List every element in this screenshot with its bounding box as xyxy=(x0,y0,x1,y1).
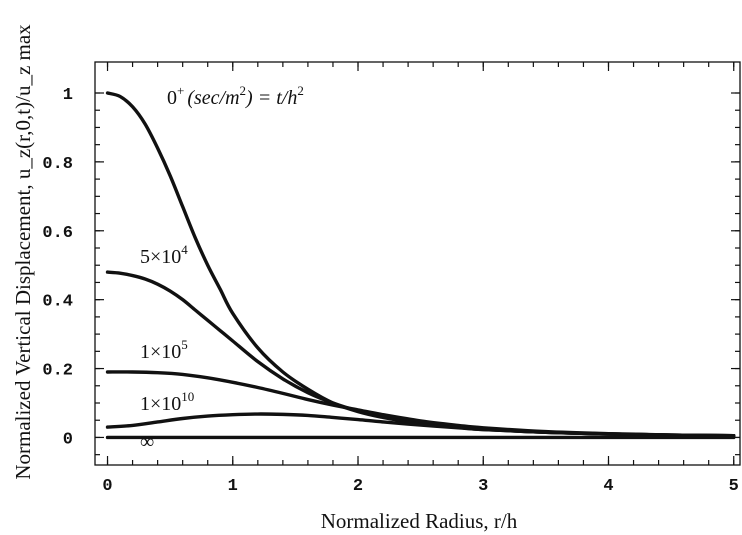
x-tick-label: 2 xyxy=(353,477,363,496)
x-tick-label: 5 xyxy=(729,477,739,496)
y-tick-label: 0.2 xyxy=(42,362,73,381)
series-line-1e10 xyxy=(105,412,736,438)
x-tick-label: 0 xyxy=(102,477,112,496)
y-tick-label: 1 xyxy=(63,86,73,105)
series-label-1e10: 1×1010 xyxy=(140,389,194,415)
series-line-5e4 xyxy=(105,270,736,438)
series-label-5e4: 5×104 xyxy=(140,242,188,268)
x-axis-label: Normalized Radius, r/h xyxy=(321,509,518,533)
x-tick-label: 1 xyxy=(228,477,238,496)
y-tick-labels: 0 0.2 0.4 0.6 0.8 1 xyxy=(42,86,73,449)
y-tick-label: 0 xyxy=(63,430,73,449)
plot-border xyxy=(94,61,741,466)
y-tick-label: 0.4 xyxy=(42,293,73,312)
y-tick-label: 0.6 xyxy=(42,224,73,243)
series-label-1e5: 1×105 xyxy=(140,337,188,363)
y-tick-label: 0.8 xyxy=(42,155,73,174)
y-axis-label: Normalized Vertical Displacement, u_z(r,… xyxy=(11,24,35,480)
x-tick-label: 3 xyxy=(478,477,488,496)
axis-ticks xyxy=(95,62,740,465)
x-tick-labels: 0 1 2 3 4 5 xyxy=(102,477,738,496)
x-tick-label: 4 xyxy=(603,477,613,496)
series-labels: 0+ (sec/m2) = t/h2 5×104 1×105 1×1010 ∞ xyxy=(140,83,304,453)
series-line-0plus xyxy=(105,91,736,438)
plot-frame xyxy=(94,61,741,466)
series-lines xyxy=(105,91,736,440)
series-label-infinity: ∞ xyxy=(140,431,154,453)
series-label-0plus: 0+ (sec/m2) = t/h2 xyxy=(167,83,304,109)
